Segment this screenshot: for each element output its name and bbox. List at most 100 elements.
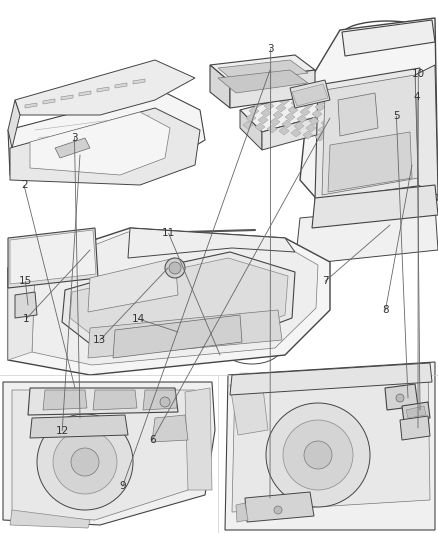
Polygon shape — [245, 492, 314, 522]
Text: 7: 7 — [321, 277, 328, 286]
Polygon shape — [249, 107, 259, 115]
Polygon shape — [258, 116, 268, 124]
Polygon shape — [402, 402, 430, 422]
Polygon shape — [152, 415, 188, 442]
Polygon shape — [133, 79, 145, 84]
Polygon shape — [306, 94, 316, 102]
Polygon shape — [282, 120, 292, 128]
Polygon shape — [345, 123, 355, 131]
Polygon shape — [318, 96, 328, 104]
Polygon shape — [210, 55, 315, 82]
Text: 15: 15 — [19, 277, 32, 286]
Polygon shape — [255, 123, 265, 131]
Polygon shape — [360, 118, 370, 126]
Polygon shape — [8, 228, 330, 375]
Polygon shape — [93, 390, 137, 410]
Polygon shape — [62, 252, 295, 350]
Text: 2: 2 — [21, 181, 28, 190]
Polygon shape — [327, 105, 337, 113]
Polygon shape — [279, 97, 289, 105]
Polygon shape — [324, 112, 334, 120]
Polygon shape — [262, 100, 378, 150]
Polygon shape — [267, 95, 277, 103]
Polygon shape — [342, 20, 435, 56]
Circle shape — [283, 420, 353, 490]
Polygon shape — [354, 132, 364, 140]
Polygon shape — [315, 68, 425, 200]
Polygon shape — [270, 88, 280, 96]
Polygon shape — [246, 114, 256, 122]
Polygon shape — [55, 138, 90, 158]
Polygon shape — [8, 228, 98, 288]
Circle shape — [160, 397, 170, 407]
Polygon shape — [255, 93, 265, 101]
Polygon shape — [28, 388, 178, 415]
Polygon shape — [291, 129, 301, 137]
Text: 10: 10 — [412, 69, 425, 78]
Circle shape — [71, 448, 99, 476]
Polygon shape — [294, 92, 304, 100]
Polygon shape — [264, 102, 274, 110]
Polygon shape — [240, 80, 378, 132]
Polygon shape — [292, 84, 328, 106]
Polygon shape — [210, 65, 230, 108]
Polygon shape — [128, 228, 295, 258]
Polygon shape — [243, 121, 253, 129]
Polygon shape — [61, 95, 73, 100]
Polygon shape — [240, 110, 262, 150]
Text: 14: 14 — [131, 314, 145, 324]
Polygon shape — [236, 503, 248, 522]
Polygon shape — [385, 384, 418, 410]
Circle shape — [37, 414, 133, 510]
Text: 9: 9 — [119, 481, 126, 491]
Polygon shape — [315, 133, 325, 141]
Polygon shape — [252, 100, 262, 108]
Polygon shape — [30, 415, 128, 438]
Polygon shape — [185, 388, 212, 490]
Polygon shape — [366, 104, 376, 112]
Polygon shape — [312, 110, 322, 118]
Polygon shape — [318, 126, 328, 134]
Polygon shape — [218, 70, 308, 93]
Text: 6: 6 — [149, 435, 156, 445]
Polygon shape — [8, 268, 35, 360]
Polygon shape — [30, 112, 170, 175]
Polygon shape — [279, 127, 289, 135]
Polygon shape — [342, 130, 352, 138]
Polygon shape — [348, 116, 358, 124]
Polygon shape — [306, 124, 316, 132]
Text: 11: 11 — [162, 229, 175, 238]
Polygon shape — [261, 109, 271, 117]
Polygon shape — [143, 390, 177, 410]
Polygon shape — [273, 111, 283, 119]
Polygon shape — [276, 104, 286, 112]
Polygon shape — [297, 115, 307, 123]
Polygon shape — [291, 99, 301, 107]
Circle shape — [274, 506, 282, 514]
Polygon shape — [230, 70, 315, 108]
Circle shape — [165, 258, 185, 278]
Text: 13: 13 — [93, 335, 106, 345]
Polygon shape — [97, 87, 109, 92]
Polygon shape — [113, 315, 242, 358]
Polygon shape — [282, 90, 292, 98]
Polygon shape — [290, 80, 330, 108]
Polygon shape — [267, 125, 277, 133]
Polygon shape — [300, 18, 438, 220]
Polygon shape — [354, 102, 364, 110]
Polygon shape — [3, 382, 215, 525]
Text: 1: 1 — [23, 314, 30, 324]
Polygon shape — [300, 108, 310, 116]
Polygon shape — [330, 128, 340, 136]
Polygon shape — [232, 366, 430, 512]
Polygon shape — [338, 93, 378, 136]
Circle shape — [169, 262, 181, 274]
Polygon shape — [225, 362, 435, 530]
Polygon shape — [10, 510, 90, 528]
Polygon shape — [8, 90, 205, 175]
Circle shape — [304, 441, 332, 469]
Polygon shape — [230, 380, 268, 435]
Polygon shape — [339, 137, 349, 145]
Polygon shape — [285, 113, 295, 121]
Polygon shape — [330, 98, 340, 106]
